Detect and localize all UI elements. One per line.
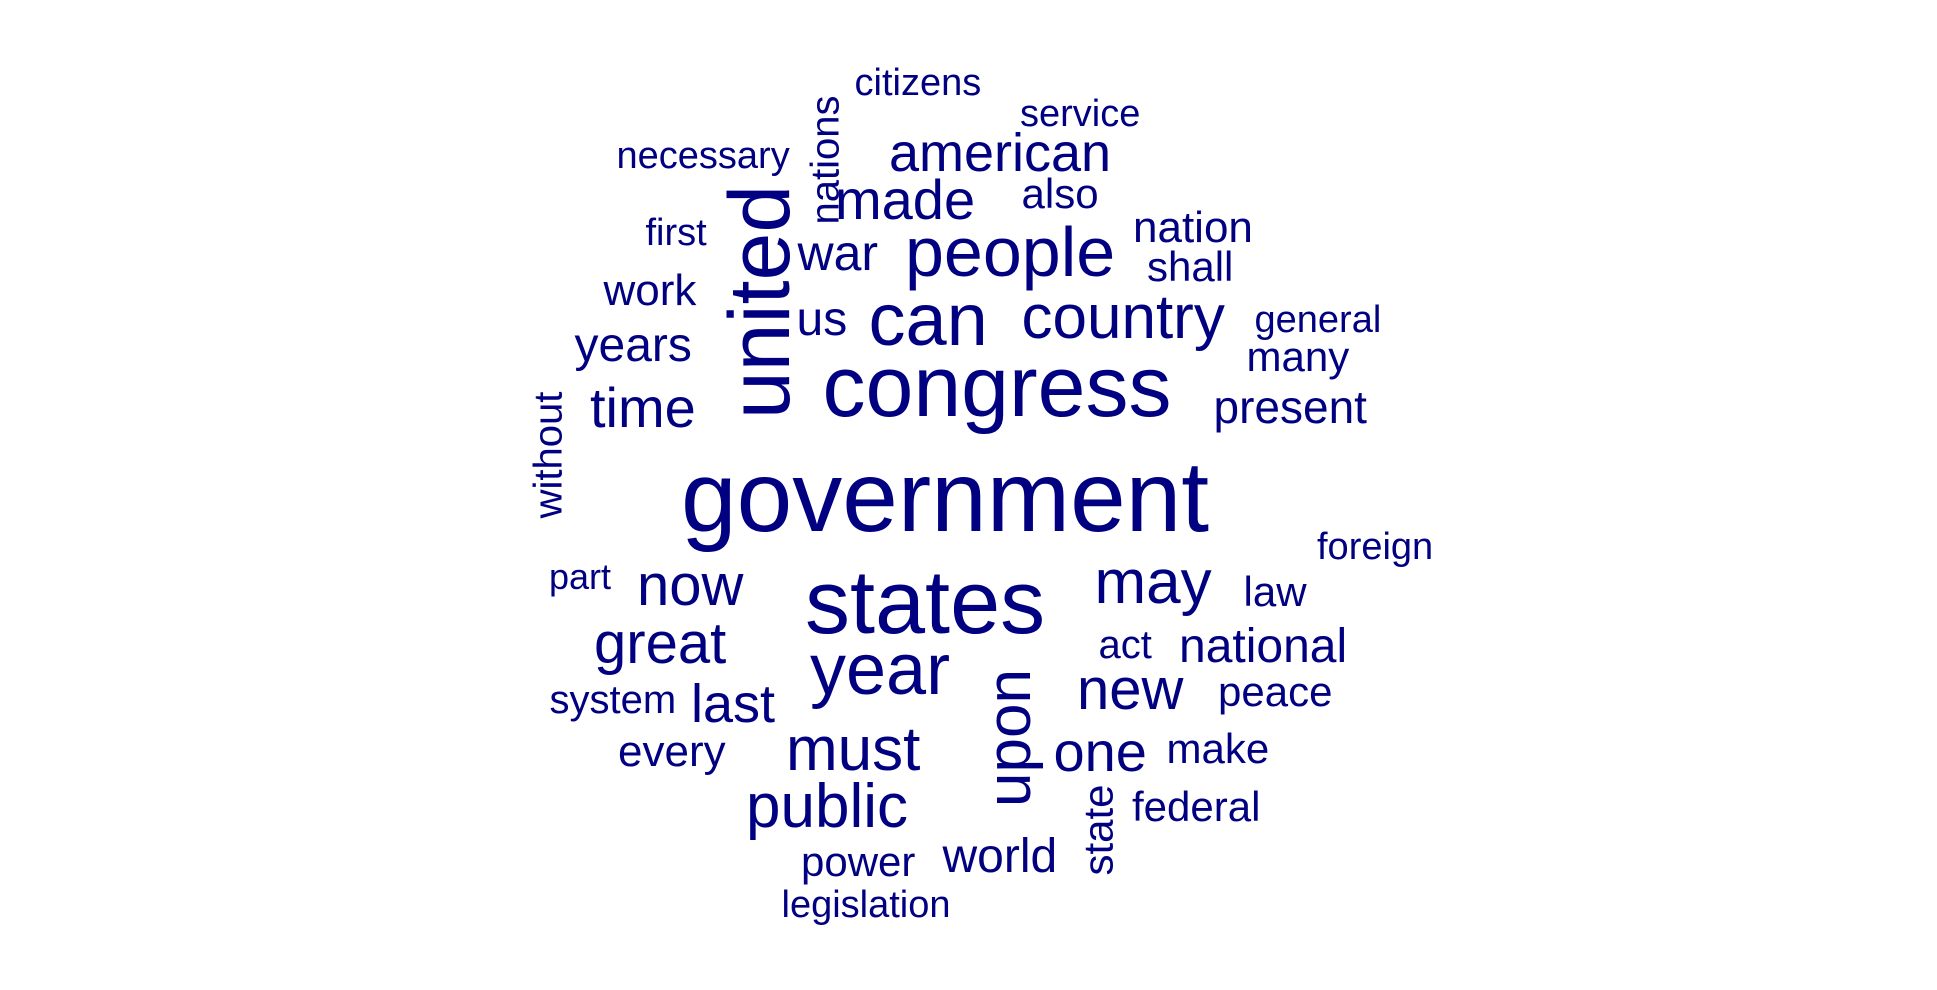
word-legislation: legislation (781, 884, 951, 926)
word-country: country (1021, 283, 1225, 352)
word-national: national (1179, 620, 1348, 673)
word-great: great (594, 611, 727, 676)
word-make: make (1166, 725, 1270, 772)
word-time: time (590, 376, 696, 439)
word-also: also (1021, 170, 1099, 217)
word-power: power (801, 838, 916, 885)
word-act: act (1098, 623, 1152, 667)
word-government: government (681, 441, 1210, 553)
word-federal: federal (1132, 783, 1261, 830)
word-united: united (712, 184, 809, 420)
word-years: years (574, 319, 692, 372)
word-must: must (786, 715, 921, 784)
word-us: us (796, 293, 848, 346)
word-first: first (645, 212, 707, 254)
word-public: public (746, 772, 908, 841)
word-present: present (1213, 381, 1367, 433)
word-citizens: citizens (854, 62, 982, 104)
word-service: service (1020, 93, 1141, 135)
word-may: may (1094, 548, 1212, 617)
word-state: state (1074, 784, 1122, 876)
word-american: american (889, 123, 1112, 183)
word-foreign: foreign (1317, 526, 1434, 568)
word-many: many (1246, 333, 1350, 380)
word-war: war (797, 225, 879, 281)
word-one: one (1053, 720, 1147, 783)
word-law: law (1243, 568, 1307, 615)
word-world: world (942, 830, 1058, 883)
word-new: new (1077, 657, 1184, 722)
word-general: general (1254, 299, 1382, 341)
word-people: people (905, 213, 1116, 291)
word-every: every (618, 727, 726, 776)
word-necessary: necessary (616, 135, 790, 177)
word-last: last (691, 674, 776, 734)
word-peace: peace (1218, 668, 1333, 715)
word-year: year (810, 630, 951, 710)
word-work: work (603, 266, 697, 315)
word-made: made (835, 168, 976, 231)
word-shall: shall (1147, 243, 1234, 290)
word-congress: congress (822, 339, 1172, 435)
word-system: system (549, 678, 677, 722)
word-can: can (868, 278, 988, 361)
word-part: part (549, 556, 612, 597)
word-upon: upon (974, 669, 1044, 807)
word-nation: nation (1133, 203, 1253, 252)
word-nations: nations (802, 95, 847, 225)
word-without: without (525, 391, 570, 519)
word-states: states (805, 553, 1046, 653)
word-now: now (637, 553, 744, 618)
